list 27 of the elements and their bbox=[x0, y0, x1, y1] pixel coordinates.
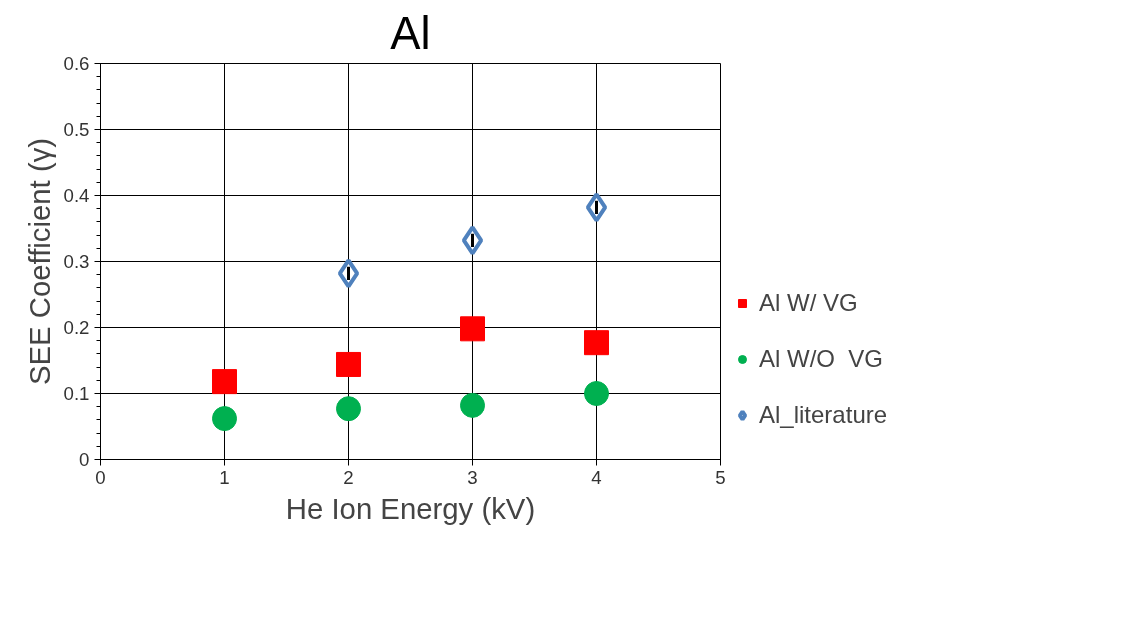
point bbox=[336, 351, 361, 377]
x-tick-label: 1 bbox=[219, 466, 230, 488]
x-axis-title: He Ion Energy (kV) bbox=[285, 491, 536, 525]
chart-title: Al bbox=[390, 7, 431, 59]
y-tick-label: 0.2 bbox=[63, 317, 90, 338]
y-tick-label: 0.3 bbox=[63, 251, 90, 272]
legend-label: Al W/ VG bbox=[759, 289, 858, 317]
y-tick-label: 0.1 bbox=[63, 383, 90, 404]
legend-label: Al W/O VG bbox=[759, 345, 884, 373]
point bbox=[336, 396, 361, 422]
point bbox=[584, 330, 609, 356]
y-tick-label: 0.5 bbox=[63, 119, 90, 140]
point bbox=[212, 369, 237, 395]
point bbox=[460, 392, 485, 418]
point bbox=[584, 381, 609, 406]
x-tick-label: 3 bbox=[467, 466, 478, 488]
legend-label: Al_literature bbox=[759, 401, 888, 429]
x-tick-label: 5 bbox=[715, 466, 726, 488]
y-tick-label: 0.6 bbox=[63, 53, 90, 74]
x-tick-label: 4 bbox=[591, 466, 602, 488]
y-axis-title: SEE Coefficient (γ) bbox=[22, 137, 56, 386]
point bbox=[460, 316, 485, 342]
y-tick-label: 0.4 bbox=[63, 185, 90, 206]
y-tick-label: 0 bbox=[79, 449, 90, 470]
x-tick-label: 2 bbox=[343, 466, 354, 488]
x-tick-label: 0 bbox=[95, 466, 106, 488]
point bbox=[212, 406, 237, 432]
